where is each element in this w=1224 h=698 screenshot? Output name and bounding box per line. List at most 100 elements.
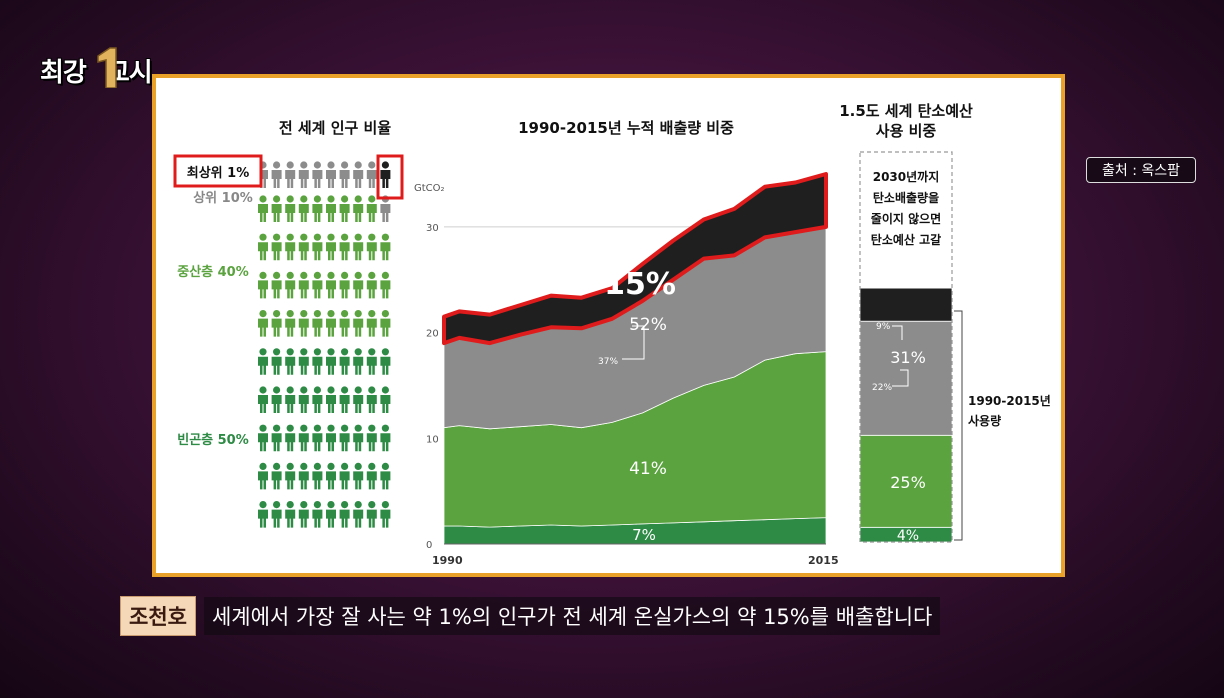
bar-segment-middle bbox=[859, 434, 953, 528]
area-label-middle: 41% bbox=[629, 459, 667, 479]
y-tick-label: 30 bbox=[426, 223, 439, 234]
budget-title-line1: 1.5도 세계 탄소예산 bbox=[839, 102, 973, 120]
person-icon-poor bbox=[339, 424, 350, 452]
person-icon-middle bbox=[339, 233, 350, 261]
person-icon-middle bbox=[326, 233, 336, 261]
person-icon-middle bbox=[326, 271, 336, 299]
person-icon-middle bbox=[366, 271, 377, 299]
person-icon-middle bbox=[312, 195, 323, 222]
show-logo: 최강 교시 bbox=[40, 46, 160, 90]
group-label-top10: 상위 10% bbox=[193, 191, 253, 206]
y-tick-label: 10 bbox=[426, 434, 439, 445]
x-label-end: 2015 bbox=[808, 554, 839, 567]
person-icon-middle bbox=[312, 271, 323, 299]
person-icon-poor bbox=[271, 501, 282, 528]
person-icon-poor bbox=[366, 501, 377, 528]
person-icon-middle bbox=[380, 233, 391, 261]
person-icon-middle bbox=[353, 233, 364, 261]
person-icon-middle bbox=[353, 310, 364, 337]
budget-note-line2: 탄소배출량을 bbox=[873, 190, 939, 205]
emission-title: 1990-2015년 누적 배출량 비중 bbox=[518, 119, 734, 137]
person-icon-middle bbox=[271, 271, 282, 299]
person-icon-poor bbox=[380, 386, 391, 413]
person-icon-middle bbox=[312, 233, 323, 261]
person-icon-middle bbox=[353, 271, 364, 299]
person-icon-poor bbox=[339, 462, 350, 490]
bar-note-22: 22% bbox=[872, 383, 892, 393]
person-icon-poor bbox=[271, 424, 282, 452]
person-icon-middle bbox=[380, 310, 391, 337]
used-bracket bbox=[954, 310, 963, 541]
top1-person-highlight-box bbox=[376, 154, 404, 200]
bar-label-4: 4% bbox=[897, 528, 919, 544]
person-icon-poor bbox=[353, 501, 364, 528]
bar-bracket-22 bbox=[892, 369, 909, 387]
speaker-name: 조천호 bbox=[120, 596, 196, 636]
person-icon-poor bbox=[366, 348, 377, 375]
person-icon-poor bbox=[285, 348, 296, 375]
person-icon-middle bbox=[353, 195, 364, 222]
budget-stacked-bar bbox=[859, 287, 953, 543]
chart-frame: 전 세계 인구 비율 1990-2015년 누적 배출량 비중 1.5도 세계 … bbox=[152, 74, 1065, 577]
person-icon-poor bbox=[366, 462, 377, 490]
logo-text-left: 최강 bbox=[40, 58, 87, 88]
group-label-top1: 최상위 1% bbox=[187, 166, 249, 181]
person-icon-poor bbox=[326, 386, 336, 413]
source-label: 출처 : 옥스팜 bbox=[1086, 157, 1196, 183]
person-icon-middle bbox=[285, 271, 296, 299]
person-icon-poor bbox=[366, 424, 377, 452]
person-icon-middle bbox=[271, 195, 282, 222]
person-icon-poor bbox=[353, 424, 364, 452]
person-icon-poor bbox=[312, 424, 323, 452]
person-icon-rich bbox=[298, 161, 309, 188]
person-icon-middle bbox=[366, 195, 377, 222]
budget-note-line4: 탄소예산 고갈 bbox=[871, 232, 941, 247]
person-icon-poor bbox=[271, 462, 282, 490]
person-icon-poor bbox=[339, 386, 350, 413]
budget-note: 2030년까지 탄소배출량을 줄이지 않으면 탄소예산 고갈 bbox=[871, 169, 941, 247]
area-label-rich: 52% bbox=[629, 315, 667, 335]
person-icon-poor bbox=[298, 348, 309, 375]
person-icon-rich bbox=[366, 161, 377, 188]
person-icon-middle bbox=[380, 271, 391, 299]
person-icon-poor bbox=[353, 386, 364, 413]
person-icon-poor bbox=[285, 386, 296, 413]
person-icon-poor bbox=[298, 386, 309, 413]
group-label-middle: 중산층 40% bbox=[177, 264, 249, 280]
person-icon-poor bbox=[285, 501, 296, 528]
person-icon-poor bbox=[271, 348, 282, 375]
x-label-start: 1990 bbox=[432, 554, 463, 567]
person-icon-rich bbox=[353, 161, 364, 188]
budget-title-line2: 사용 비중 bbox=[876, 122, 937, 140]
subtitle-text: 세계에서 가장 잘 사는 약 1%의 인구가 전 세계 온실가스의 약 15%를… bbox=[203, 597, 941, 635]
y-tick-label: 0 bbox=[426, 540, 432, 551]
person-icon-rich bbox=[271, 161, 282, 188]
person-icon-middle bbox=[326, 195, 336, 222]
area-unit-label: GtCO₂ bbox=[414, 183, 445, 194]
person-icon-rich bbox=[312, 161, 323, 188]
person-icon-middle bbox=[285, 195, 296, 222]
person-icon-poor bbox=[312, 386, 323, 413]
person-icon-middle bbox=[339, 271, 350, 299]
person-icon-poor bbox=[312, 501, 323, 528]
budget-dashed-outline bbox=[859, 151, 953, 543]
person-icon-middle bbox=[298, 195, 309, 222]
person-icon-rich bbox=[339, 161, 350, 188]
person-icon-middle bbox=[258, 233, 268, 261]
person-icon-poor bbox=[380, 348, 391, 375]
infographic-chart: 전 세계 인구 비율 1990-2015년 누적 배출량 비중 1.5도 세계 … bbox=[173, 102, 1051, 567]
person-icon-middle bbox=[312, 310, 323, 337]
person-icon-poor bbox=[258, 348, 268, 375]
person-icon-poor bbox=[326, 462, 336, 490]
bar-label-25: 25% bbox=[890, 473, 926, 492]
used-label-line2: 사용량 bbox=[968, 413, 1001, 428]
person-icon-poor bbox=[312, 462, 323, 490]
person-icon-poor bbox=[258, 462, 268, 490]
person-icon-rich bbox=[326, 161, 336, 188]
top1-highlight-box bbox=[173, 154, 263, 188]
person-icon-poor bbox=[326, 424, 336, 452]
person-icon-poor bbox=[285, 424, 296, 452]
bar-label-31: 31% bbox=[890, 348, 926, 367]
bar-segment-rich bbox=[859, 320, 953, 436]
person-icon-middle bbox=[366, 233, 377, 261]
